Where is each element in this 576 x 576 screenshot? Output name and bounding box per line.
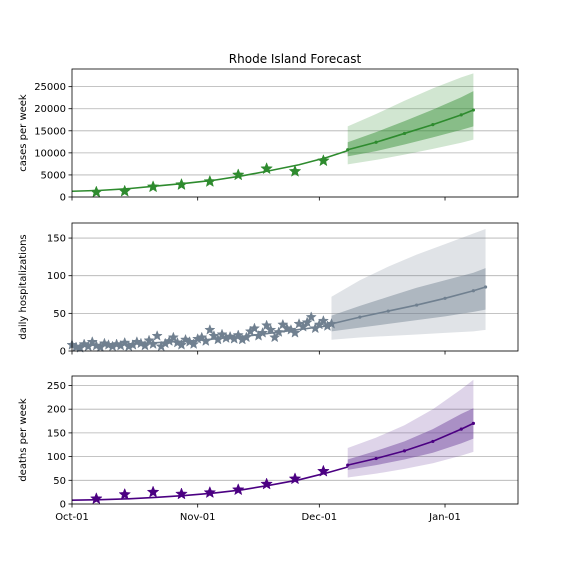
observed-point [318, 155, 329, 166]
cases-panel: 0 5000 10000 15000 20000 25000 cases per week [18, 69, 518, 204]
y-tick-label: 20000 [34, 104, 66, 115]
y-axis-label: deaths per week [18, 398, 29, 482]
forecast-point [472, 108, 475, 111]
observed-point [119, 185, 130, 196]
observed-point [91, 493, 102, 504]
y-tick-label: 0 [60, 347, 66, 358]
forecast-point [346, 464, 349, 467]
y-tick-label: 100 [47, 271, 66, 282]
fitted-line [72, 151, 348, 192]
observed-point [147, 486, 158, 497]
y-tick-label: 100 [47, 452, 66, 463]
y-tick-label: 10000 [34, 148, 66, 159]
forecast-point [472, 289, 475, 292]
forecast-point [431, 123, 434, 126]
y-axis-label: cases per week [18, 94, 29, 172]
observed-point [204, 487, 215, 498]
x-tick-label: Oct-01 [55, 512, 89, 523]
forecast-point [460, 427, 463, 430]
observed-point [233, 484, 244, 495]
observed-point [233, 169, 244, 180]
y-tick-label: 5000 [41, 170, 66, 181]
x-tick-label: Dec-01 [301, 512, 337, 523]
observed-point [119, 489, 130, 500]
y-tick-label: 150 [47, 428, 66, 439]
observed-point [91, 186, 102, 197]
hospitalizations-panel: 0 50 100 150 daily hospitalizations [18, 223, 518, 358]
forecast-point [403, 449, 406, 452]
observed-point [204, 176, 215, 187]
forecast-point [374, 141, 377, 144]
forecast-point [431, 440, 434, 443]
x-tick-label: Nov-01 [180, 512, 216, 523]
observed-point [147, 181, 158, 192]
forecast-point [460, 113, 463, 116]
x-tick-label: Jan-01 [428, 512, 461, 523]
forecast-point [387, 309, 390, 312]
y-tick-label: 25000 [34, 82, 66, 93]
y-tick-label: 200 [47, 405, 66, 416]
forecast-point [346, 148, 349, 151]
forecast-point [403, 132, 406, 135]
forecast-point [358, 316, 361, 319]
y-tick-label: 150 [47, 234, 66, 245]
y-tick-label: 0 [60, 500, 66, 511]
y-tick-label: 0 [60, 193, 66, 204]
y-tick-label: 15000 [34, 126, 66, 137]
observed-point [176, 179, 187, 190]
y-tick-label: 50 [53, 309, 66, 320]
forecast-point [415, 303, 418, 306]
forecast-point [484, 285, 487, 288]
forecast-point [472, 422, 475, 425]
figure-title: Rhode Island Forecast [229, 52, 362, 66]
deaths-panel: 0 50 100 150 200 250 Oct-01 Nov-01 Dec-01 Jan-01 d… [18, 376, 518, 523]
y-tick-label: 50 [53, 476, 66, 487]
observed-point [261, 478, 272, 489]
forecast-point [374, 457, 377, 460]
observed-point [176, 488, 187, 499]
y-tick-label: 250 [47, 381, 66, 392]
y-axis-label: daily hospitalizations [18, 234, 29, 339]
forecast-point [443, 297, 446, 300]
